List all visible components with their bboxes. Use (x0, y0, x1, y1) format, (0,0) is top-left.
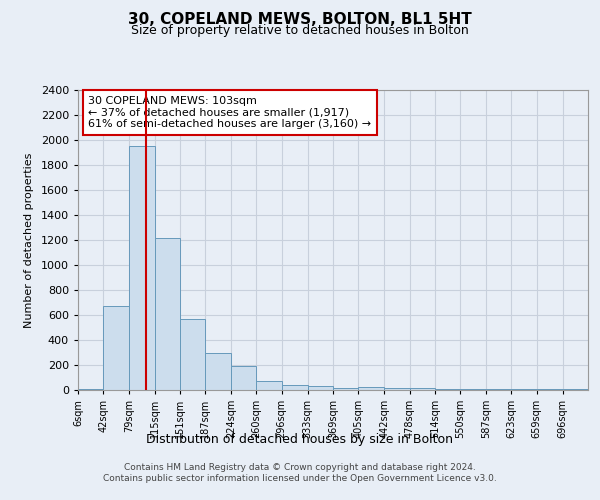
Text: Distribution of detached houses by size in Bolton: Distribution of detached houses by size … (146, 432, 454, 446)
Bar (205, 352, 231, 390)
Bar (410, 388, 435, 390)
Text: Contains public sector information licensed under the Open Government Licence v3: Contains public sector information licen… (103, 474, 497, 483)
Text: 30, COPELAND MEWS, BOLTON, BL1 5HT: 30, COPELAND MEWS, BOLTON, BL1 5HT (128, 12, 472, 28)
Y-axis label: Number of detached properties: Number of detached properties (24, 152, 34, 328)
Bar (333, 388, 358, 390)
Text: 30 COPELAND MEWS: 103sqm
← 37% of detached houses are smaller (1,917)
61% of sem: 30 COPELAND MEWS: 103sqm ← 37% of detach… (88, 96, 371, 129)
Bar (103, 306, 129, 390)
Bar (231, 366, 256, 390)
Bar (78, 389, 103, 390)
Bar (129, 146, 155, 390)
Bar (384, 388, 410, 390)
Bar (282, 385, 308, 390)
Bar (256, 380, 282, 390)
Text: Contains HM Land Registry data © Crown copyright and database right 2024.: Contains HM Land Registry data © Crown c… (124, 462, 476, 471)
Text: Size of property relative to detached houses in Bolton: Size of property relative to detached ho… (131, 24, 469, 37)
Bar (308, 386, 333, 390)
Bar (180, 319, 205, 390)
Bar (435, 389, 460, 390)
Bar (155, 238, 180, 390)
Bar (358, 387, 384, 390)
